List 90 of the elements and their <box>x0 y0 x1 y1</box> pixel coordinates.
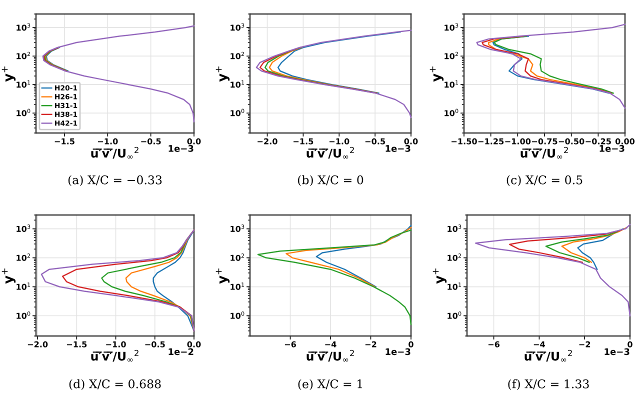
x-tick-label: −4 <box>325 341 336 348</box>
x-tick-label: −2.0 <box>28 341 48 348</box>
y-axis-title: y$^{+}$ <box>216 268 230 284</box>
line-series <box>257 230 412 326</box>
text: 1e−3 <box>386 145 410 152</box>
y-tick-label: 10$^{2}$ <box>16 254 30 261</box>
x-axis-title: u̅′̅v̅′̅/U$_{∞}$$^{2}$ <box>520 146 568 159</box>
x-tick-label: −1.0 <box>329 138 350 144</box>
y-tick-label: 10$^{3}$ <box>444 23 458 31</box>
y-tick-label: 10$^{2}$ <box>448 254 462 261</box>
x-tick-label: 0.0 <box>187 341 201 348</box>
y-tick-label: 10$^{3}$ <box>230 23 244 31</box>
x-tick-label: −1.0 <box>106 341 126 348</box>
x-tick-label: 0.0 <box>404 138 418 144</box>
x-tick-label: −1.0 <box>98 138 118 144</box>
text: 1e−3 <box>604 348 630 356</box>
text: 1e−3 <box>168 145 194 152</box>
text: (d) X/C = 0.688 <box>69 379 161 390</box>
y-tick-label: 10$^{3}$ <box>230 224 244 232</box>
x-tick-label: −0.50 <box>558 138 584 144</box>
y-tick-label: 10$^{3}$ <box>16 23 30 31</box>
x-tick-label: −0.25 <box>586 138 611 144</box>
x-tick-label: −1.25 <box>478 138 504 144</box>
y-tick-label: 10$^{2}$ <box>230 254 244 261</box>
line-series <box>42 25 195 122</box>
y-tick-label: 10$^{0}$ <box>230 311 244 319</box>
y-tick-label: 10$^{0}$ <box>230 108 244 116</box>
y-tick-label: 10$^{0}$ <box>448 311 462 319</box>
text: 1e−2 <box>168 348 194 356</box>
x-tick-label: −6 <box>284 341 296 348</box>
text: (c) X/C = 0.5 <box>506 175 582 186</box>
x-axis-title: u̅′̅v̅′̅/U$_{∞}$$^{2}$ <box>306 146 354 159</box>
y-tick-label: 10$^{1}$ <box>230 80 244 88</box>
x-tick-label: 0 <box>628 341 632 348</box>
x-tick-label: −1.5 <box>294 138 314 144</box>
x-tick-label: 0.0 <box>187 138 201 144</box>
y-axis-title: y$^{+}$ <box>2 268 16 284</box>
x-axis-title: u̅′̅v̅′̅/U$_{∞}$$^{2}$ <box>524 350 572 362</box>
y-tick-label: 10$^{0}$ <box>16 311 30 319</box>
x-tick-label: −2.0 <box>258 138 278 144</box>
line-series <box>577 228 624 270</box>
text: 1e−3 <box>386 348 410 356</box>
x-tick-label: −1.00 <box>505 138 531 144</box>
y-axis-title: y$^{+}$ <box>2 66 16 82</box>
x-axis-title: u̅′̅v̅′̅/U$_{∞}$$^{2}$ <box>306 350 354 362</box>
x-tick-label: −1.5 <box>67 341 87 348</box>
y-tick-label: 10$^{0}$ <box>444 108 458 116</box>
x-tick-label: −4 <box>534 341 545 348</box>
line-series <box>509 230 622 263</box>
y-tick-label: 10$^{1}$ <box>230 282 244 290</box>
line-series <box>277 31 401 94</box>
text: (a) X/C = −0.33 <box>68 175 162 186</box>
y-tick-label: 10$^{2}$ <box>444 52 458 60</box>
y-tick-label: 10$^{1}$ <box>444 80 458 88</box>
x-tick-label: 0 <box>408 341 414 348</box>
x-axis-title: u̅′̅v̅′̅/U$_{∞}$$^{2}$ <box>91 350 138 362</box>
line-series <box>286 227 412 288</box>
line-series <box>316 224 412 288</box>
x-tick-label: −0.5 <box>365 138 386 144</box>
y-tick-label: 10$^{3}$ <box>16 224 30 232</box>
line-series <box>152 230 195 332</box>
y-tick-label: 10$^{0}$ <box>16 108 30 116</box>
x-tick-label: −0.75 <box>532 138 558 144</box>
line-series <box>476 24 626 109</box>
line-series <box>475 224 631 316</box>
text: (f) X/C = 1.33 <box>508 379 589 390</box>
y-tick-label: 10$^{3}$ <box>448 224 462 232</box>
x-tick-label: 0.00 <box>615 138 635 144</box>
x-tick-label: −0.5 <box>145 341 165 348</box>
x-axis-title: u̅′̅v̅′̅/U$_{∞}$$^{2}$ <box>91 146 138 159</box>
x-tick-label: −2 <box>579 341 590 348</box>
y-axis-title: y$^{+}$ <box>216 66 230 82</box>
y-axis-title: y$^{+}$ <box>430 66 444 82</box>
line-series <box>561 227 628 263</box>
text: (b) X/C = 0 <box>298 175 364 186</box>
line-series <box>256 30 412 118</box>
x-tick-label: −0.5 <box>141 138 161 144</box>
x-tick-label: −6 <box>488 341 500 348</box>
line-series <box>545 231 618 263</box>
y-axis-title: y$^{+}$ <box>432 268 447 284</box>
x-tick-label: −1.5 <box>54 138 74 144</box>
x-tick-label: −2 <box>365 341 376 348</box>
text: (e) X/C = 1 <box>298 379 362 390</box>
x-tick-label: −1.50 <box>452 138 477 144</box>
y-tick-label: 10$^{1}$ <box>16 80 30 88</box>
y-tick-label: 10$^{2}$ <box>16 52 30 60</box>
y-tick-label: 10$^{2}$ <box>230 52 244 60</box>
y-tick-label: 10$^{1}$ <box>16 282 30 290</box>
y-tick-label: 10$^{1}$ <box>448 282 462 290</box>
text: 1e−3 <box>600 145 624 152</box>
